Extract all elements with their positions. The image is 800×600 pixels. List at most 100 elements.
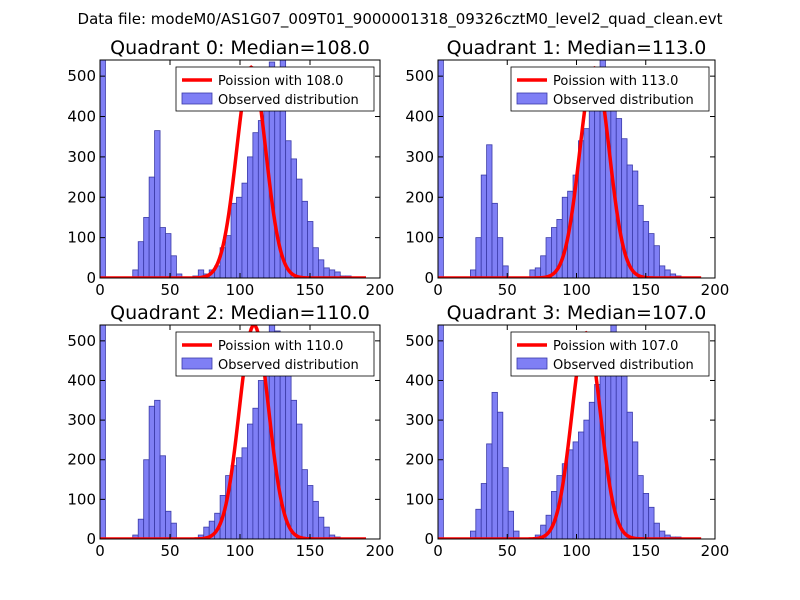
histogram-bar	[312, 500, 319, 539]
plot-area	[100, 325, 366, 539]
y-tick-label: 300	[405, 148, 434, 166]
histogram-bar	[285, 370, 292, 539]
legend-poisson-label: Poission with 108.0	[218, 74, 343, 89]
histogram-bar	[296, 423, 303, 539]
x-tick-label: 50	[160, 281, 179, 299]
legend: Poission with 108.0 Observed distribution	[175, 66, 375, 112]
histogram-bar	[170, 255, 177, 278]
histogram-bar	[317, 516, 325, 539]
histogram-bar	[143, 459, 150, 539]
histogram-bar	[334, 271, 341, 278]
histogram-bar	[648, 506, 655, 539]
histogram-bar	[307, 221, 314, 278]
histogram-bar	[642, 493, 650, 539]
plot-area	[438, 60, 702, 278]
histogram-bar	[257, 120, 265, 278]
histogram-bar	[588, 401, 596, 539]
histogram-bar	[137, 518, 145, 539]
x-tick-label: 150	[296, 542, 325, 560]
x-tick-label: 100	[562, 281, 591, 299]
y-tick-label: 500	[67, 332, 96, 350]
x-tick-label: 200	[366, 281, 395, 299]
panel-title: Quadrant 2: Median=110.0	[110, 302, 370, 324]
histogram-bar	[583, 419, 590, 539]
histogram-bar	[632, 441, 639, 539]
legend-observed-label: Observed distribution	[218, 358, 359, 373]
histogram-bar	[637, 204, 644, 278]
histogram-bar	[100, 325, 106, 539]
histogram-bar	[143, 217, 150, 278]
histogram-bar	[247, 423, 254, 539]
histogram-bar	[296, 178, 303, 278]
histogram-bar	[230, 202, 237, 278]
histogram-bar	[290, 399, 297, 539]
histogram-bar	[626, 411, 633, 539]
histogram-bar	[301, 469, 308, 539]
legend: Poission with 110.0 Observed distribution	[175, 331, 375, 377]
y-tick-label: 400	[67, 371, 96, 389]
y-tick-label: 100	[405, 229, 434, 247]
histogram-bar	[545, 237, 552, 278]
panel-title: Quadrant 1: Median=113.0	[447, 37, 707, 59]
x-tick-label: 200	[701, 542, 730, 560]
quadrant-0-panel: 0 50 100 150 200 0 100 200 300 400 500 Quadrant 0: …	[67, 37, 394, 299]
legend-observed-label: Observed distribution	[553, 93, 694, 108]
histogram-bar	[317, 259, 325, 278]
histogram-bar	[159, 455, 166, 539]
histogram-bar	[480, 174, 488, 278]
y-tick-label: 300	[67, 148, 96, 166]
histogram-bar	[438, 60, 444, 278]
histogram-bar	[170, 522, 177, 539]
y-tick-label: 300	[405, 411, 434, 429]
legend-observed-label: Observed distribution	[553, 358, 694, 373]
y-tick-label: 100	[67, 229, 96, 247]
y-tick-label: 500	[67, 67, 96, 85]
histogram-bar	[252, 132, 259, 278]
quadrant-3-panel: 0 50 100 150 200 0 100 200 300 400 500 Quadrant 3: …	[405, 302, 729, 560]
histogram-bar	[480, 483, 488, 539]
histogram-bar	[572, 441, 579, 539]
histogram-bar	[301, 200, 308, 278]
histogram-bar	[653, 522, 660, 539]
histogram-bar	[513, 530, 520, 539]
histogram-bar	[225, 235, 232, 278]
legend-poisson-label: Poission with 110.0	[218, 339, 343, 354]
x-tick-label: 0	[433, 542, 443, 560]
legend-observed-swatch	[181, 357, 213, 370]
legend: Poission with 113.0 Observed distribution	[510, 66, 710, 112]
histogram-bar	[486, 144, 493, 278]
legend-poisson-label: Poission with 113.0	[553, 74, 678, 89]
legend-observed-label: Observed distribution	[218, 93, 359, 108]
quadrant-1-panel: 0 50 100 150 200 0 100 200 300 400 500 Quadrant 1: …	[405, 37, 729, 299]
y-tick-label: 100	[67, 490, 96, 508]
x-tick-label: 150	[631, 542, 660, 560]
histogram-bar	[578, 431, 585, 539]
histogram-bar	[653, 245, 660, 278]
y-tick-label: 0	[424, 530, 434, 548]
panel-title: Quadrant 0: Median=108.0	[110, 37, 370, 59]
y-tick-label: 200	[405, 188, 434, 206]
histogram-bar	[236, 457, 243, 539]
histogram-bar	[307, 485, 314, 539]
legend: Poission with 107.0 Observed distribution	[510, 331, 710, 377]
histogram-bar	[475, 508, 482, 539]
histogram-bar	[588, 95, 596, 278]
legend-observed-swatch	[516, 357, 548, 370]
y-tick-label: 500	[405, 67, 434, 85]
histogram-bar	[247, 156, 254, 278]
x-tick-label: 50	[160, 542, 179, 560]
histogram-bar	[497, 411, 504, 539]
y-tick-label: 200	[405, 451, 434, 469]
y-tick-label: 500	[405, 332, 434, 350]
histogram-bar	[438, 325, 444, 539]
x-tick-label: 200	[366, 542, 395, 560]
histogram-bar	[154, 399, 161, 539]
x-tick-label: 0	[95, 281, 105, 299]
histogram-bar	[648, 233, 655, 278]
histogram-bar	[507, 510, 515, 539]
plot-area	[438, 325, 702, 539]
histogram-bar	[621, 372, 628, 539]
histogram-bar	[637, 475, 644, 539]
